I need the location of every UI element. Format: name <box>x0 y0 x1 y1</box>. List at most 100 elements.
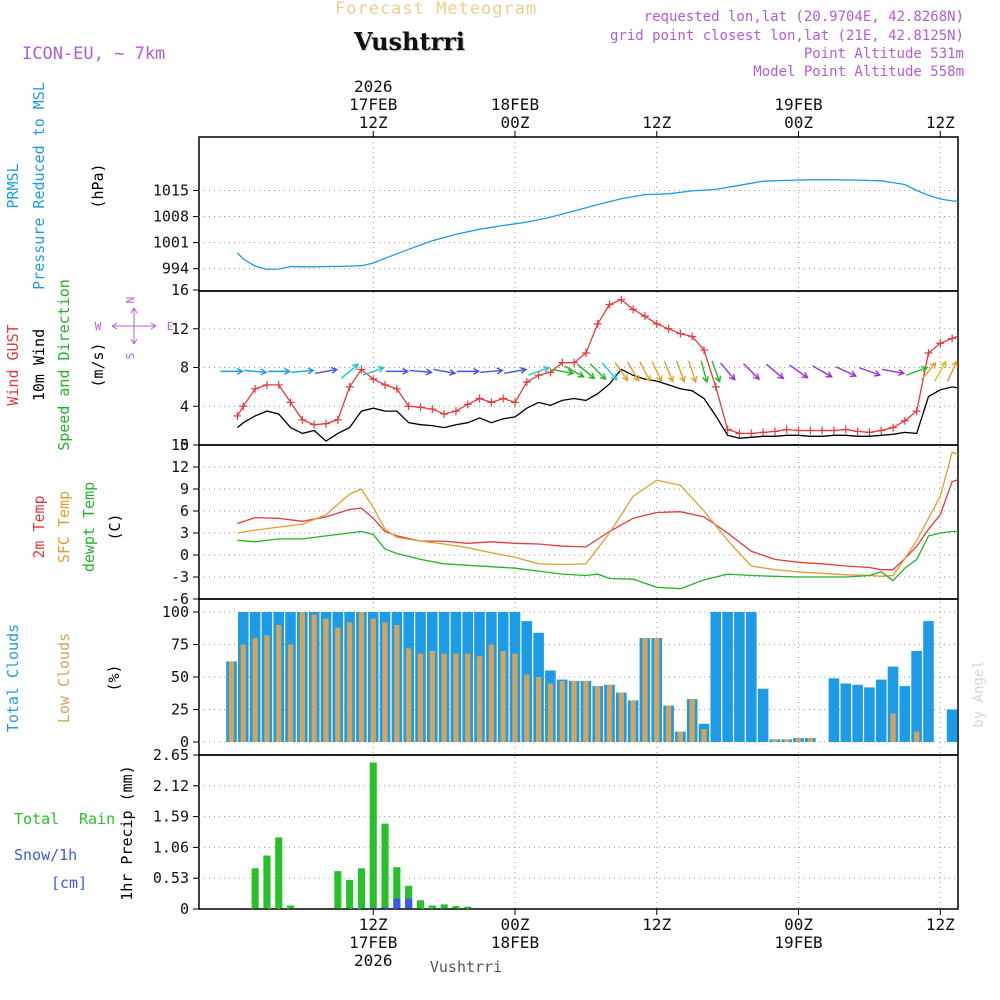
clouds-bar <box>335 627 341 742</box>
gust-marker <box>664 324 673 333</box>
wind-direction-arrow <box>858 366 882 377</box>
clouds-bar <box>382 622 388 742</box>
temperature-plot-area <box>237 451 958 590</box>
arrow-head <box>690 375 698 384</box>
arrow-head <box>330 366 339 374</box>
arrow-head <box>702 376 709 384</box>
arrow-shaft <box>340 363 359 379</box>
gust-marker <box>546 368 555 377</box>
wind-ytick-label: 8 <box>180 359 189 377</box>
wind-direction-arrow <box>220 367 244 375</box>
gust-marker <box>617 295 626 304</box>
clouds-axis-label: Total Clouds <box>4 624 22 732</box>
arrow-head <box>873 370 882 377</box>
wind-direction-arrow <box>362 366 385 376</box>
arrow-head <box>825 371 833 378</box>
clouds-bar <box>500 651 506 742</box>
clouds-bar <box>547 683 554 742</box>
arrow-shaft <box>700 360 708 383</box>
temperature-axis-label: SFC Temp <box>55 491 73 563</box>
requested-coordinates: requested lon,lat (20.9704E, 42.8268N) <box>643 9 964 25</box>
precip-bar <box>393 898 401 909</box>
temperature-ytick-label: -3 <box>171 568 189 586</box>
gust-marker <box>440 410 449 418</box>
clouds-bar <box>453 653 459 742</box>
clouds-bar <box>722 612 733 742</box>
precip-bar <box>405 898 413 909</box>
pressure-ytick-label: 994 <box>162 260 189 278</box>
time-label-bottom: 19FEB <box>774 933 822 952</box>
meteogram-title: Forecast Meteogram <box>335 0 538 19</box>
precip-bar <box>369 907 377 909</box>
gust-marker <box>381 380 390 389</box>
gust-marker <box>511 398 520 407</box>
gust-marker <box>960 330 968 338</box>
arrow-head <box>377 366 385 373</box>
arrow-shaft <box>433 368 456 374</box>
clouds-ytick-label: 75 <box>171 636 189 654</box>
gust-marker <box>404 402 413 411</box>
model-label: ICON-EU, ~ 7km <box>22 44 166 64</box>
wind-direction-arrow <box>551 368 575 376</box>
precip-bar <box>381 823 389 909</box>
time-label-top: 00Z <box>501 113 530 132</box>
arrow-head <box>849 370 858 378</box>
arrow-head <box>986 361 992 367</box>
clouds-bar <box>701 729 707 742</box>
gust-marker <box>984 356 992 364</box>
temperature-series-line <box>237 479 958 571</box>
arrow-shaft <box>564 365 584 378</box>
clouds-bar <box>911 651 922 742</box>
time-label-bottom: 12Z <box>642 915 671 934</box>
clouds-bar <box>347 622 353 742</box>
wind-direction-arrow <box>996 361 1000 382</box>
arrow-shaft <box>960 361 968 382</box>
temperature-ytick-label: 9 <box>180 480 189 498</box>
arrow-shaft <box>711 360 721 382</box>
pressure-axis-label: Pressure Reduced to MSL <box>30 82 48 290</box>
clouds-bar <box>642 638 648 742</box>
time-label-top: 17FEB <box>349 95 397 114</box>
wind-ytick-label: 16 <box>171 281 189 299</box>
precip-bar <box>381 907 389 909</box>
precip-ytick-label: 2.65 <box>153 746 189 764</box>
arrow-shaft <box>480 369 503 374</box>
wind-direction-arrow <box>742 363 761 381</box>
arrow-shaft <box>766 363 784 379</box>
precip-ytick-label: 1.59 <box>153 808 189 826</box>
wind-plot-area <box>220 295 1000 442</box>
temperature-axis-label: (C) <box>106 513 124 540</box>
time-label-bottom: 18FEB <box>491 933 539 952</box>
arrow-shaft <box>663 360 674 382</box>
wind-direction-arrow <box>456 367 481 375</box>
arrow-shaft <box>986 361 990 383</box>
arrow-shaft <box>906 366 928 376</box>
arrow-shaft <box>934 361 947 382</box>
time-label-bottom: 2026 <box>354 951 393 970</box>
arrow-head <box>542 366 551 373</box>
gust-marker <box>369 375 378 384</box>
gust-marker <box>972 333 980 341</box>
clouds-bar <box>946 709 958 742</box>
arrow-head <box>621 374 629 382</box>
clouds-bar <box>441 653 447 742</box>
time-label-bottom: 00Z <box>784 915 813 934</box>
precip-bar <box>464 906 472 909</box>
clouds-bar <box>512 653 518 742</box>
wind-direction-arrow <box>812 365 833 378</box>
gust-marker <box>239 402 248 411</box>
gust-marker <box>522 378 531 387</box>
clouds-bar <box>828 678 840 742</box>
clouds-bar <box>358 612 365 742</box>
clouds-bar <box>276 625 282 742</box>
wind-direction-arrow <box>385 367 410 375</box>
time-label-top: 18FEB <box>491 95 539 114</box>
clouds-bar <box>959 612 970 742</box>
gust-marker <box>428 405 437 414</box>
clouds-bar <box>734 612 745 742</box>
arrow-shaft <box>551 368 574 374</box>
clouds-bar <box>429 651 435 742</box>
arrow-head <box>920 366 929 373</box>
